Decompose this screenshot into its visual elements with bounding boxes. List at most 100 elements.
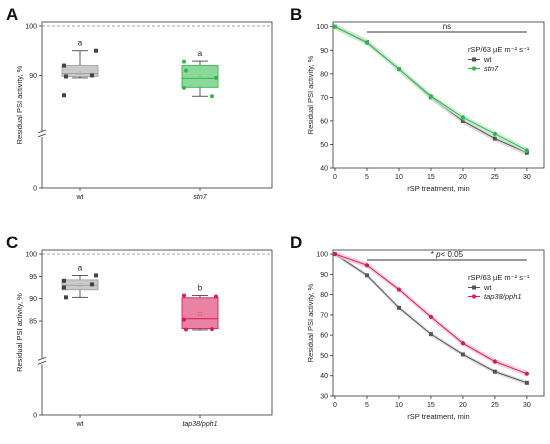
data-point <box>460 352 465 357</box>
box-1: a <box>181 49 219 99</box>
data-point <box>62 285 66 290</box>
y-tick-label: 100 <box>316 24 328 31</box>
axis-break-gap <box>38 358 46 365</box>
x-axis-title: rSP treatment, min <box>407 184 469 193</box>
y-tick-label: 80 <box>320 71 328 78</box>
mean-marker <box>78 71 82 75</box>
data-point <box>492 131 497 136</box>
y-tick-label: 70 <box>320 312 328 319</box>
axis-break-gap <box>38 130 46 137</box>
legend-swatch-marker <box>472 285 476 290</box>
y-tick-label: 70 <box>320 95 328 102</box>
y-tick-label: 60 <box>320 118 328 125</box>
y-tick-label: 0 <box>33 186 37 193</box>
y-tick-label: 95 <box>29 274 37 281</box>
x-tick-label: 25 <box>491 174 499 181</box>
data-point <box>62 63 66 68</box>
box-body <box>181 297 219 330</box>
data-point <box>182 293 186 298</box>
x-tick-label: 5 <box>365 402 369 409</box>
legend-title: rSP/63 µE m⁻² s⁻¹ <box>468 273 530 282</box>
significance-suffix: < 0.05 <box>441 250 464 259</box>
y-tick-label: 80 <box>320 292 328 299</box>
data-point <box>62 278 66 283</box>
plot-frame <box>41 249 273 416</box>
y-tick-label: 40 <box>320 373 328 380</box>
plot-frame <box>332 21 545 169</box>
legend-swatch-marker <box>471 294 477 299</box>
x-category-label: tap38/pph1 <box>182 421 217 428</box>
data-point <box>210 327 214 332</box>
data-point <box>332 24 338 29</box>
significance-letter: a <box>78 39 83 48</box>
y-axis-title: Residual PSI activity, % <box>306 55 315 134</box>
data-point <box>364 273 369 278</box>
data-point <box>396 287 402 292</box>
y-axis-title: Residual PSI activity, % <box>306 283 315 362</box>
box-0: a <box>61 39 99 98</box>
data-point <box>94 48 98 53</box>
data-point <box>62 93 66 98</box>
significance-label: * p< 0.05 <box>431 250 464 259</box>
panel-letter: B <box>290 5 302 24</box>
data-point <box>396 66 402 72</box>
legend-entry: stn7 <box>484 64 499 73</box>
data-point <box>428 332 433 337</box>
y-tick-label: 90 <box>320 48 328 55</box>
y-axis-title: Residual PSI activity, % <box>15 65 24 144</box>
legend-entry: tap38/pph1 <box>484 292 522 301</box>
significance-letter: a <box>78 263 83 272</box>
y-tick-label: 100 <box>25 252 37 259</box>
data-point <box>90 282 94 287</box>
significance-letter: a <box>198 49 203 58</box>
data-point <box>90 73 94 78</box>
data-point <box>524 380 529 385</box>
panel-a: A 100 90 0 Residual PSI activity, % a wt a stn7 <box>6 5 273 201</box>
error-band <box>335 251 527 377</box>
x-category-label: stn7 <box>193 194 207 201</box>
panel-letter: C <box>6 233 18 252</box>
data-point <box>364 40 370 45</box>
y-tick-label: 50 <box>320 142 328 149</box>
data-point <box>214 75 218 80</box>
panel-letter: A <box>6 5 18 24</box>
x-tick-label: 15 <box>427 402 435 409</box>
x-category-label: wt <box>76 194 84 201</box>
y-tick-label: 100 <box>25 24 37 31</box>
data-point <box>460 115 466 120</box>
data-point <box>64 295 68 300</box>
x-tick-label: 15 <box>427 174 435 181</box>
axis-break-mark <box>37 129 47 134</box>
x-tick-label: 0 <box>333 174 337 181</box>
x-tick-label: 30 <box>523 174 531 181</box>
data-point <box>184 68 188 73</box>
x-tick-label: 0 <box>333 402 337 409</box>
legend-swatch-marker <box>471 66 477 71</box>
y-tick-label: 90 <box>29 73 37 80</box>
x-tick-label: 20 <box>459 174 467 181</box>
data-point <box>524 371 529 376</box>
significance-prefix: * <box>431 250 436 259</box>
mean-marker <box>198 74 202 79</box>
data-point <box>332 251 338 257</box>
plot-frame <box>332 249 545 397</box>
panel-d: D 0 5 10 15 20 25 30 30 40 50 60 70 80 90 100 rSP treatm… <box>290 233 545 421</box>
data-point <box>492 369 497 374</box>
data-point <box>184 327 188 332</box>
axis-break-mark <box>37 360 47 365</box>
data-point <box>492 359 497 364</box>
panel-letter: D <box>290 233 302 252</box>
plot-frame <box>41 21 273 189</box>
y-tick-label: 85 <box>29 319 37 326</box>
data-point <box>364 263 370 268</box>
box-body <box>61 65 99 77</box>
series-1 <box>332 251 529 377</box>
data-point <box>460 341 466 346</box>
data-point <box>182 317 186 322</box>
series-1 <box>332 23 529 154</box>
data-point <box>460 118 465 123</box>
x-category-label: wt <box>76 421 84 428</box>
